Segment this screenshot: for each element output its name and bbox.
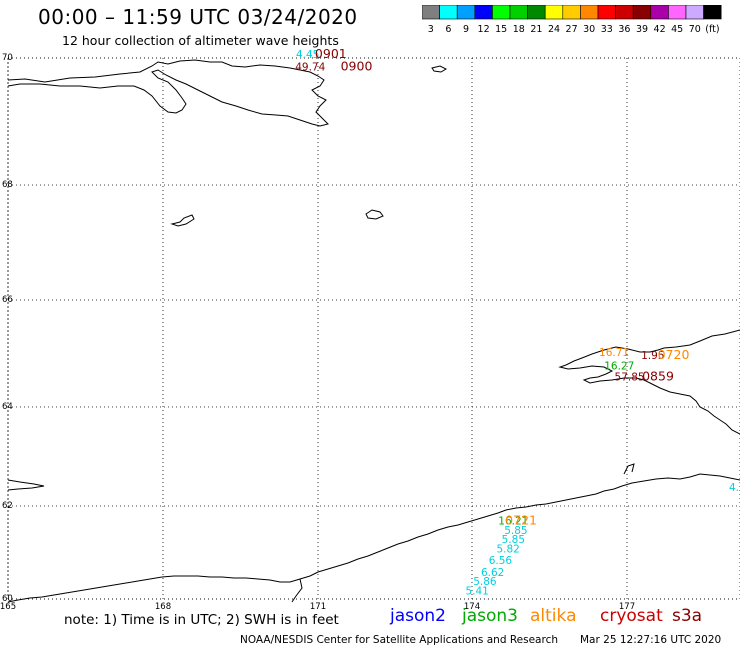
latitude-label: 64 [2,402,13,412]
wave-height-value: 4.76 [729,482,740,494]
latitude-label: 62 [2,501,13,511]
color-scale-label: 9 [463,24,469,35]
color-scale-label: 70 [689,24,701,35]
longitude-label: 168 [155,602,171,612]
latitude-label: 60 [2,594,13,604]
color-scale-label: 42 [654,24,666,35]
wave-height-value: 6.62 [481,567,504,579]
satellite-legend-s3a: s3a [672,606,703,626]
pass-time-label: 0900 [341,59,373,74]
color-scale-label: 27 [566,24,578,35]
color-scale-label: 21 [530,24,542,35]
satellite-legend-cryosat: cryosat [600,606,663,626]
island-2 [365,209,384,220]
longitude-label: 177 [619,602,635,612]
satellite-legend-jason2: jason2 [390,606,446,626]
wave-height-value: 49.74 [295,62,325,74]
pass-time-label: 0721 [505,513,537,528]
pass-time-label: 0901 [315,46,347,61]
units-note: note: 1) Time is in UTC; 2) SWH is in fe… [64,612,339,628]
latitude-label: 70 [2,53,13,63]
color-scale-label: 12 [478,24,490,35]
altimeter-observations: 16.2116.2716.7149.7457.851.954.455.855.8… [295,46,740,597]
bay-inlet-2 [291,578,303,603]
lat-lon-grid [7,57,740,600]
wave-height-value: 5.85 [502,534,525,546]
wave-height-value: 16.71 [599,347,629,359]
color-scale-label: 45 [671,24,683,35]
color-scale-label: 30 [583,24,595,35]
color-swatch [703,5,722,20]
color-scale-label: 6 [445,24,451,35]
latitude-label: 68 [2,180,13,190]
wave-height-value: 16.21 [498,516,528,528]
island-1 [431,65,448,73]
map-title: 00:00 – 11:59 UTC 03/24/2020 [38,5,358,29]
seward-coastline [558,329,740,435]
left-coastline [7,479,45,491]
color-scale-legend: 3 6 9 12 15 18 21 24 27 30 33 36 39 42 45 70 (ft) [422,5,722,35]
bay-inlet [623,463,635,475]
alaska-west-coastline [7,473,740,603]
color-scale-label: 36 [618,24,630,35]
wave-height-value: 5.86 [473,576,497,588]
longitude-labels: 165 168 171 174 177 [0,602,635,612]
color-scale-label: 24 [548,24,560,35]
color-scale-label: 18 [513,24,525,35]
wave-height-value: 6.56 [489,555,513,567]
generated-timestamp: Mar 25 12:27:16 UTC 2020 [580,634,722,646]
wave-height-value: 5.85 [504,525,527,537]
pass-time-label: 0859 [642,368,674,383]
color-scale-label: 39 [636,24,648,35]
chukotka-coastline [7,59,329,127]
color-scale-label: 33 [601,24,613,35]
map-frame [7,57,740,600]
satellite-legend-altika: altika [530,606,577,626]
color-scale-label: 3 [428,24,434,35]
island-3 [170,214,195,227]
latitude-labels: 70 68 66 64 62 60 [2,53,13,604]
wave-height-value: 57.85 [615,371,645,383]
longitude-label: 165 [0,602,16,612]
credit-line: NOAA/NESDIS Center for Satellite Applica… [240,634,558,646]
coastline [7,59,740,603]
wave-height-value: 4.45 [296,49,319,61]
satellite-legend-jason3: jason3 [462,606,518,626]
wave-height-value: 16.27 [604,361,634,373]
wave-height-value: 1.95 [641,350,664,362]
color-scale-label: 15 [495,24,507,35]
pass-time-label: 0720 [658,347,690,362]
map-subtitle: 12 hour collection of altimeter wave hei… [62,33,339,48]
longitude-label: 174 [464,602,480,612]
wave-height-value: 5.41 [465,585,488,597]
longitude-label: 171 [310,602,326,612]
latitude-label: 66 [2,295,13,305]
color-scale-label: (ft) [705,24,719,35]
wave-height-value: 5.82 [496,544,519,556]
